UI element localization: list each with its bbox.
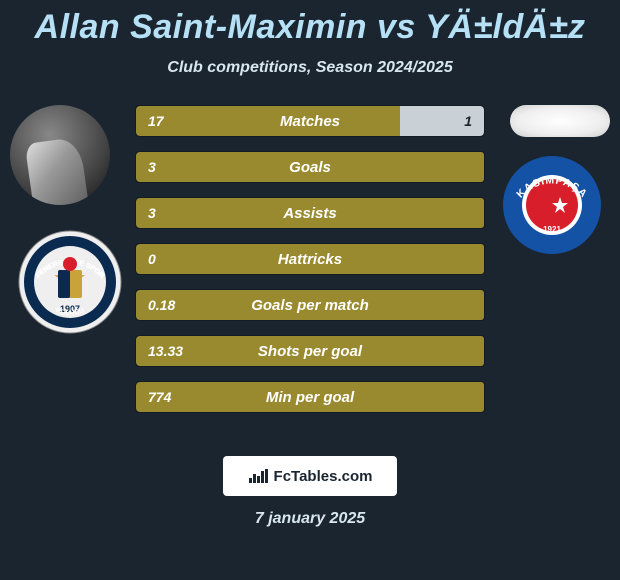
stat-row: 3 Goals bbox=[135, 151, 485, 183]
stat-row: 17 Matches 1 bbox=[135, 105, 485, 137]
club-badge-icon: 1907 FENERBAHÇE SPOR FENERBAHÇE SPOR KUL… bbox=[18, 230, 122, 334]
stat-value-left: 0.18 bbox=[148, 297, 175, 313]
stat-label: Hattricks bbox=[278, 251, 342, 268]
fenerbahce-logo: 1907 FENERBAHÇE SPOR FENERBAHÇE SPOR KUL… bbox=[18, 230, 122, 334]
stat-bar-left bbox=[136, 106, 400, 136]
bars-icon bbox=[248, 468, 268, 484]
stats-list: 17 Matches 1 3 Goals 3 Assists 0 Hattricks 0.18 Go… bbox=[135, 105, 485, 427]
stat-value-left: 13.33 bbox=[148, 343, 183, 359]
kasimpasa-logo: 1921 KASIMPAŞA bbox=[502, 155, 602, 255]
club-badge-icon: 1921 KASIMPAŞA bbox=[502, 155, 602, 255]
comparison-card: Allan Saint-Maximin vs YÄ±ldÄ±z Club com… bbox=[0, 0, 620, 580]
stat-value-left: 774 bbox=[148, 389, 171, 405]
stat-value-right: 1 bbox=[464, 113, 472, 129]
stat-row: 3 Assists bbox=[135, 197, 485, 229]
stat-label: Goals bbox=[289, 159, 331, 176]
stat-label: Shots per goal bbox=[258, 343, 362, 360]
stat-row: 13.33 Shots per goal bbox=[135, 335, 485, 367]
stat-label: Goals per match bbox=[251, 297, 369, 314]
site-logo: FcTables.com bbox=[223, 456, 397, 496]
stat-value-left: 3 bbox=[148, 159, 156, 175]
stat-row: 774 Min per goal bbox=[135, 381, 485, 413]
stat-label: Matches bbox=[280, 113, 340, 130]
subtitle: Club competitions, Season 2024/2025 bbox=[167, 59, 452, 77]
date-label: 7 january 2025 bbox=[255, 510, 365, 528]
stat-label: Assists bbox=[283, 205, 336, 222]
stat-value-left: 0 bbox=[148, 251, 156, 267]
player-right-avatar bbox=[510, 105, 610, 137]
stat-row: 0.18 Goals per match bbox=[135, 289, 485, 321]
stat-row: 0 Hattricks bbox=[135, 243, 485, 275]
stat-value-left: 17 bbox=[148, 113, 164, 129]
stat-value-left: 3 bbox=[148, 205, 156, 221]
stat-label: Min per goal bbox=[266, 389, 354, 406]
site-name: FcTables.com bbox=[274, 468, 373, 485]
content-area: 1907 FENERBAHÇE SPOR FENERBAHÇE SPOR KUL… bbox=[0, 105, 620, 580]
player-left-avatar bbox=[10, 105, 110, 205]
svg-text:1921: 1921 bbox=[543, 225, 561, 234]
page-title: Allan Saint-Maximin vs YÄ±ldÄ±z bbox=[35, 8, 586, 47]
